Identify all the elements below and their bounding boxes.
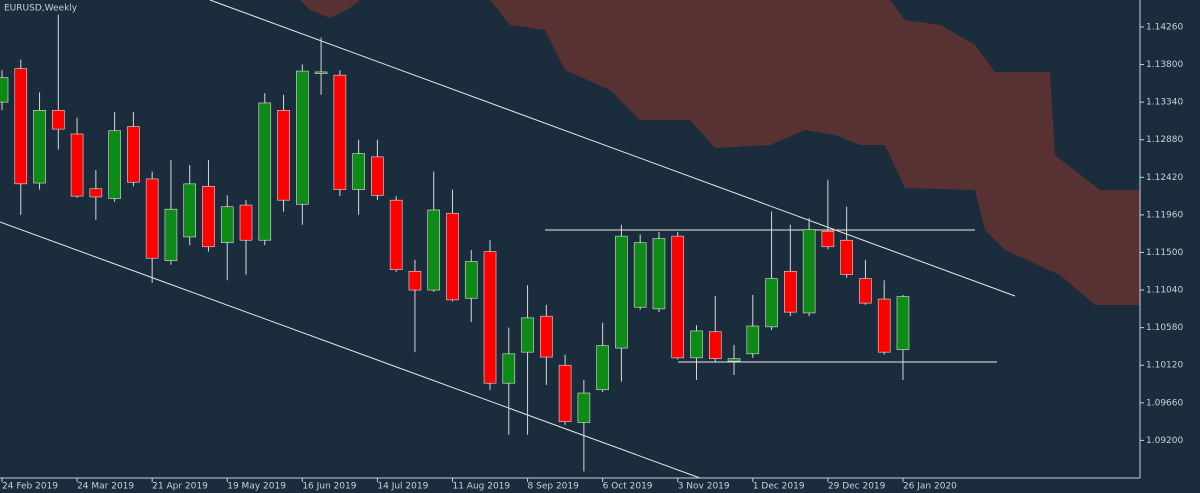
candle-body xyxy=(877,298,891,353)
cloud-piece xyxy=(490,0,1140,305)
y-tick-label: 1.09200 xyxy=(1146,436,1183,446)
y-tick-label: 1.13340 xyxy=(1146,98,1183,108)
candle-body xyxy=(371,156,384,196)
y-tick-label: 1.10120 xyxy=(1146,361,1183,371)
candle-body xyxy=(408,270,422,291)
trend-line xyxy=(209,0,1016,297)
x-tick-label: 3 Nov 2019 xyxy=(678,482,730,492)
x-tick-label: 19 May 2019 xyxy=(227,482,286,492)
chart-title: EURUSD,Weekly xyxy=(4,4,78,14)
candle-body xyxy=(821,230,835,248)
candle-body xyxy=(127,126,140,183)
candle-body xyxy=(464,261,478,299)
y-tick-label: 1.13800 xyxy=(1146,60,1183,70)
candle-body xyxy=(840,239,853,275)
y-tick-label: 1.11040 xyxy=(1146,286,1183,296)
candle-body xyxy=(389,199,403,270)
candle-body xyxy=(577,392,591,423)
candle-body xyxy=(164,208,178,261)
candle-body xyxy=(802,229,816,314)
candle-body xyxy=(33,110,46,184)
candle-body xyxy=(145,178,159,259)
candle-body xyxy=(746,325,760,355)
y-tick-label: 1.10580 xyxy=(1146,323,1183,333)
x-tick-label: 21 Apr 2019 xyxy=(152,482,208,492)
x-tick-label: 16 Jun 2019 xyxy=(302,482,356,492)
candle-body xyxy=(690,330,703,359)
candle-body xyxy=(652,238,666,310)
candle-body xyxy=(277,110,290,201)
candle-body xyxy=(784,270,797,313)
candle-body xyxy=(89,188,103,198)
candle-body xyxy=(446,212,459,301)
x-tick-label: 8 Sep 2019 xyxy=(528,482,580,492)
candle-body xyxy=(708,331,722,360)
y-tick-label: 1.11500 xyxy=(1146,248,1183,258)
y-tick-label: 1.12880 xyxy=(1146,135,1183,145)
candle-body xyxy=(220,206,234,243)
candle-body xyxy=(0,77,9,103)
x-tick-label: 24 Feb 2019 xyxy=(2,482,58,492)
candle-body xyxy=(558,364,572,422)
x-tick-label: 6 Oct 2019 xyxy=(603,482,653,492)
x-tick-label: 11 Aug 2019 xyxy=(452,482,510,492)
candle-body xyxy=(108,130,121,199)
x-tick-label: 29 Dec 2019 xyxy=(828,482,886,492)
candle-body xyxy=(70,133,84,197)
candle-body xyxy=(52,110,65,130)
candle-body xyxy=(540,315,553,358)
candle-body xyxy=(896,296,910,351)
candle-body xyxy=(14,68,28,185)
ichimoku-cloud xyxy=(300,0,1140,305)
x-tick-label: 26 Jan 2020 xyxy=(903,482,957,492)
candle-body xyxy=(596,345,609,391)
candle-body xyxy=(727,358,741,362)
y-tick-label: 1.09660 xyxy=(1146,398,1183,408)
x-tick-label: 24 Mar 2019 xyxy=(77,482,134,492)
candle-body xyxy=(521,317,534,353)
candle-body xyxy=(427,209,441,291)
y-tick-label: 1.12420 xyxy=(1146,173,1183,183)
candles xyxy=(0,14,910,472)
candle-body xyxy=(615,235,628,349)
candle-body xyxy=(333,74,347,190)
candle-body xyxy=(352,153,365,190)
candle-body xyxy=(296,70,309,205)
candle-body xyxy=(859,278,872,304)
candle-body xyxy=(633,242,647,308)
candle-body xyxy=(502,353,516,384)
candle-body xyxy=(239,204,253,241)
candle-body xyxy=(765,278,778,328)
candle-body xyxy=(671,235,685,359)
cloud-piece xyxy=(300,0,360,18)
candle-body xyxy=(314,71,328,74)
candle-body xyxy=(202,185,215,248)
x-tick-label: 14 Jul 2019 xyxy=(377,482,428,492)
candle-body xyxy=(258,102,272,241)
candle-body xyxy=(183,183,196,238)
candle-body xyxy=(483,251,497,384)
x-tick-label: 1 Dec 2019 xyxy=(753,482,805,492)
trend-line xyxy=(0,221,701,479)
y-tick-label: 1.11960 xyxy=(1146,210,1183,220)
y-tick-label: 1.14260 xyxy=(1146,22,1183,32)
